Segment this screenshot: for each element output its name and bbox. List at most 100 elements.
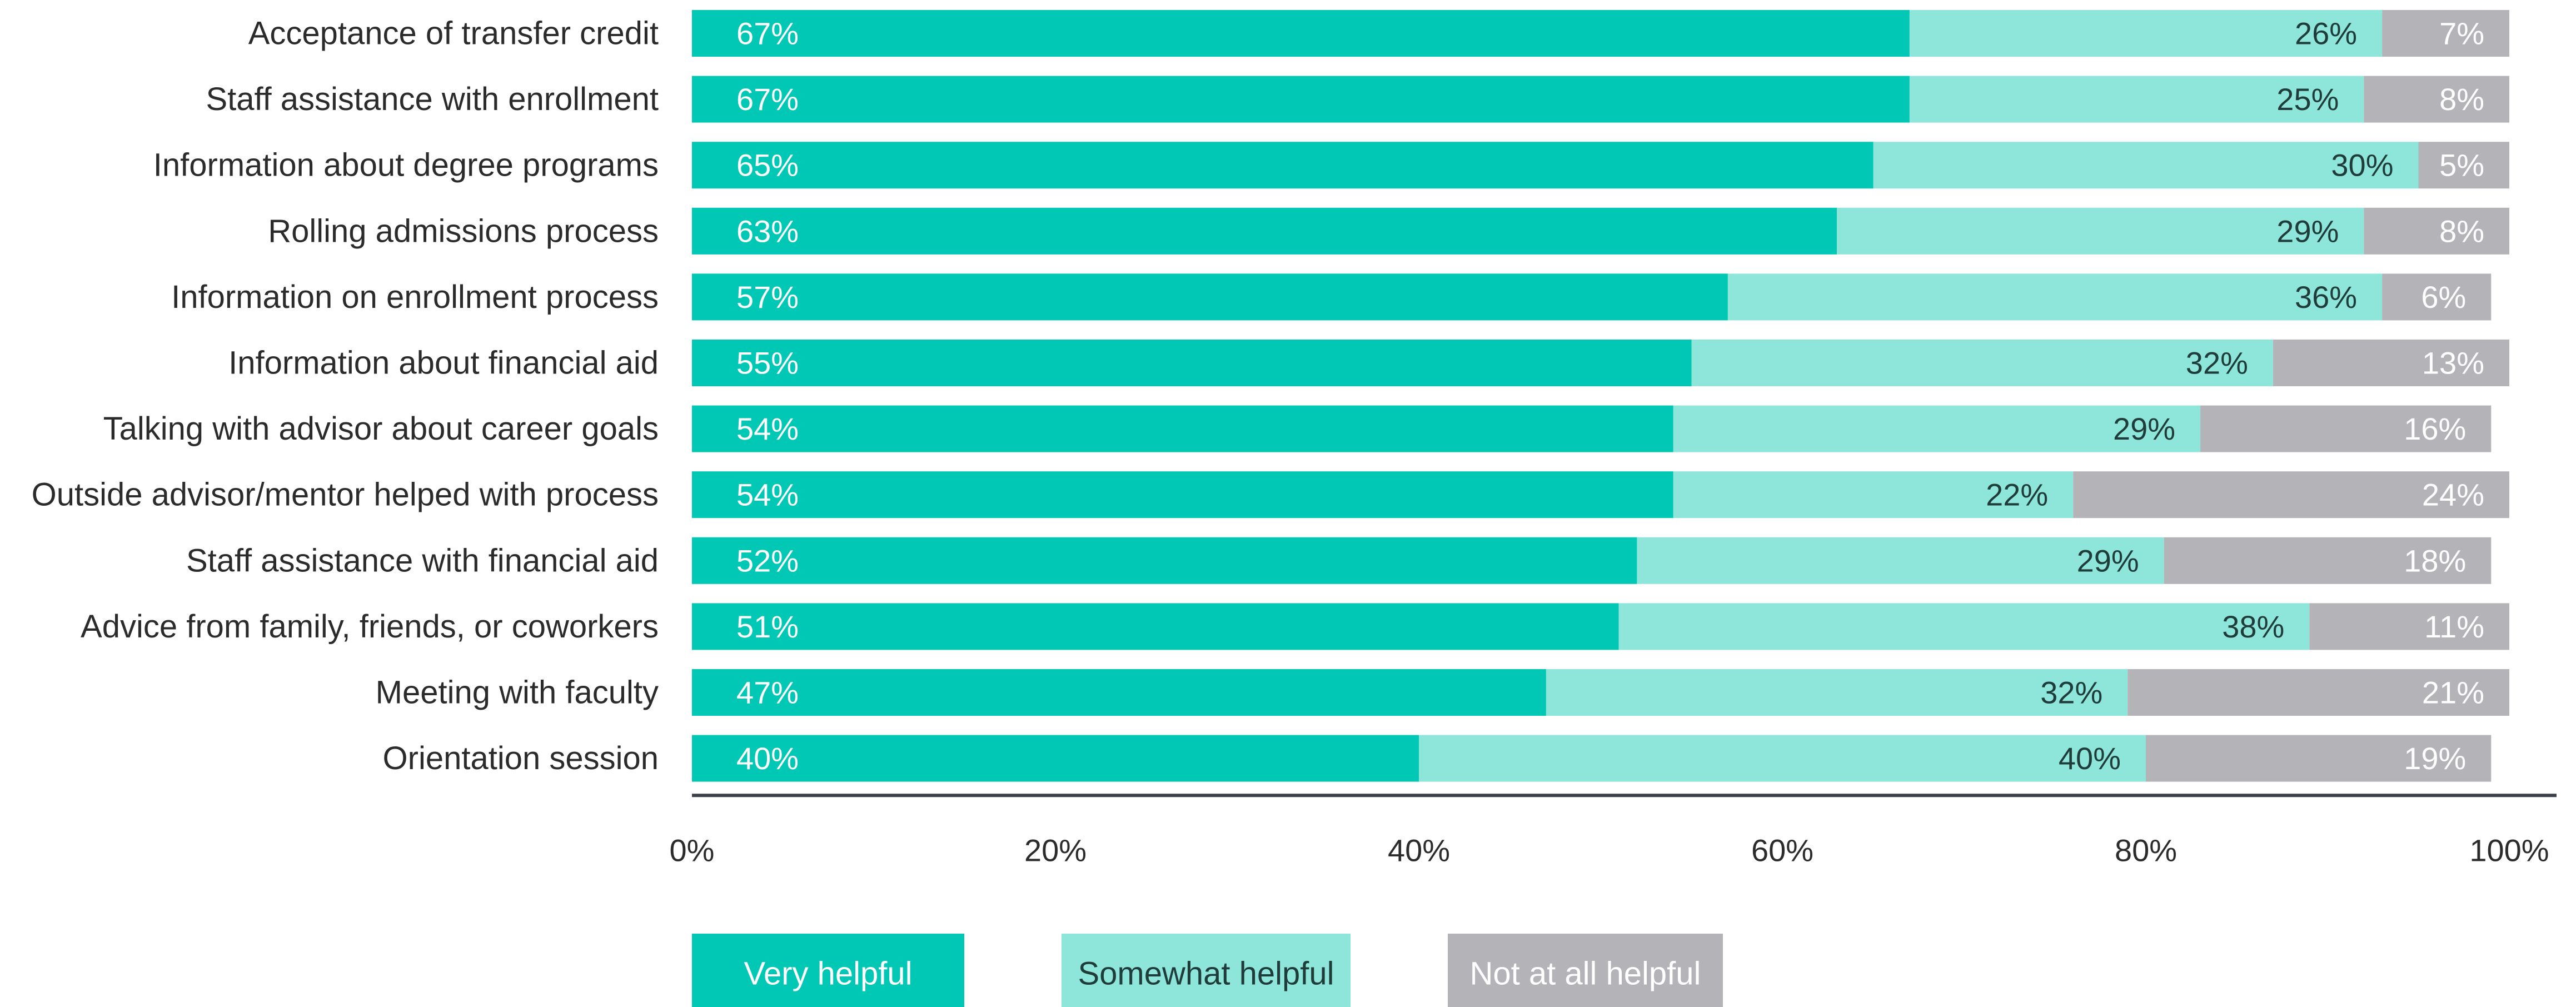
legend: Very helpful Somewhat helpful Not at all h… [692,934,1723,1007]
category-label: Acceptance of transfer credit [248,16,659,52]
value-label-not-at-all-helpful: 8% [2439,82,2484,117]
value-label-very-helpful: 40% [736,741,799,776]
x-tick-label: 40% [1388,833,1450,868]
bar-segment-very-helpful [692,273,1728,321]
bar-segment-somewhat-helpful [1618,603,2310,650]
bar-segment-somewhat-helpful [1546,669,2128,716]
value-label-very-helpful: 65% [736,148,799,183]
bar-segment-very-helpful [692,471,1673,519]
value-label-somewhat-helpful: 29% [2113,411,2175,446]
category-label: Information about degree programs [153,147,659,183]
bar-segment-not-at-all-helpful [2073,471,2509,519]
bar-segment-very-helpful [692,735,1419,782]
legend-swatch-very-helpful [692,934,964,1007]
bar-segment-very-helpful [692,76,1910,123]
value-label-not-at-all-helpful: 18% [2404,543,2466,578]
bar-segment-very-helpful [692,10,1910,57]
value-label-very-helpful: 54% [736,477,799,512]
bar-segment-not-at-all-helpful [2382,273,2492,321]
value-label-very-helpful: 57% [736,280,799,315]
x-tick-label: 80% [2115,833,2177,868]
legend-swatch-somewhat-helpful [1062,934,1351,1007]
category-label: Orientation session [383,740,659,776]
bar-segment-very-helpful [692,603,1619,650]
bar-segment-not-at-all-helpful [2364,207,2509,255]
legend-label-very-helpful: Very helpful [744,956,912,992]
value-label-not-at-all-helpful: 5% [2439,148,2484,183]
value-label-very-helpful: 55% [736,346,799,381]
bar-segment-somewhat-helpful [1673,405,2201,452]
category-label: Information on enrollment process [171,279,659,315]
category-label: Rolling admissions process [268,213,659,249]
category-label: Staff assistance with financial aid [186,542,659,579]
value-label-not-at-all-helpful: 19% [2404,741,2466,776]
bar-segment-somewhat-helpful [1727,273,2383,321]
category-label: Talking with advisor about career goals [103,411,659,447]
bar-segment-somewhat-helpful [1909,10,2383,57]
legend-label-somewhat-helpful: Somewhat helpful [1078,956,1334,992]
bar-segment-not-at-all-helpful [2382,10,2509,57]
bar-segment-somewhat-helpful [1909,76,2364,123]
value-label-not-at-all-helpful: 7% [2439,16,2484,51]
value-label-not-at-all-helpful: 21% [2422,675,2484,710]
category-label: Outside advisor/mentor helped with proce… [32,477,659,513]
value-label-very-helpful: 52% [736,543,799,578]
bar-segment-very-helpful [692,207,1837,255]
bar-segment-somewhat-helpful [1873,142,2419,189]
value-label-somewhat-helpful: 36% [2295,280,2357,315]
value-label-very-helpful: 47% [736,675,799,710]
x-tick-label: 20% [1024,833,1087,868]
value-label-very-helpful: 67% [736,82,799,117]
category-label: Staff assistance with enrollment [206,81,659,117]
bar-segment-very-helpful [692,405,1673,452]
bars-group [692,10,2509,782]
bar-segment-somewhat-helpful [1837,207,2364,255]
value-label-somewhat-helpful: 22% [1986,477,2048,512]
value-label-somewhat-helpful: 30% [2331,148,2393,183]
bar-segment-very-helpful [692,340,1692,386]
x-tick-label: 0% [670,833,715,868]
x-tick-label: 60% [1751,833,1813,868]
value-label-very-helpful: 54% [736,411,799,446]
bar-segment-somewhat-helpful [1419,735,2146,782]
x-tick-labels: 0% 20% 40% 60% 80% 100% [670,833,2549,868]
bar-segment-not-at-all-helpful [2364,76,2509,123]
bar-segment-not-at-all-helpful [2164,537,2492,584]
bar-segment-somewhat-helpful [1691,340,2273,386]
bar-segment-somewhat-helpful [1637,537,2164,584]
value-label-not-at-all-helpful: 11% [2424,609,2484,644]
value-label-somewhat-helpful: 32% [2186,346,2248,381]
value-labels: 67% 26% 7% 67% 25% 8% 65% 30% 5% 63% 29% 8% 57% 36% 6%… [736,16,2484,776]
category-labels: Acceptance of transfer credit Staff assis… [32,16,659,777]
value-label-somewhat-helpful: 25% [2276,82,2339,117]
value-label-very-helpful: 51% [736,609,799,644]
value-label-somewhat-helpful: 29% [2077,543,2139,578]
value-label-not-at-all-helpful: 13% [2422,346,2484,381]
value-label-somewhat-helpful: 29% [2276,213,2339,248]
bar-segment-very-helpful [692,537,1637,584]
value-label-somewhat-helpful: 38% [2222,609,2284,644]
value-label-not-at-all-helpful: 6% [2421,280,2466,315]
bar-segment-not-at-all-helpful [2273,340,2509,386]
legend-swatch-not-at-all-helpful [1448,934,1723,1007]
value-label-not-at-all-helpful: 24% [2422,477,2484,512]
bar-segment-somewhat-helpful [1673,471,2074,519]
value-label-very-helpful: 67% [736,16,799,51]
bar-segment-not-at-all-helpful [2200,405,2492,452]
category-label: Information about financial aid [228,345,659,381]
value-label-somewhat-helpful: 26% [2295,16,2357,51]
category-label: Meeting with faculty [376,675,659,711]
value-label-somewhat-helpful: 32% [2040,675,2102,710]
category-label: Advice from family, friends, or coworker… [81,609,659,645]
bar-segment-not-at-all-helpful [2127,669,2509,716]
bar-segment-very-helpful [692,669,1546,716]
value-label-not-at-all-helpful: 16% [2404,411,2466,446]
bar-segment-not-at-all-helpful [2309,603,2509,650]
legend-label-not-at-all-helpful: Not at all helpful [1470,956,1701,992]
value-label-not-at-all-helpful: 8% [2439,213,2484,248]
value-label-very-helpful: 63% [736,213,799,248]
x-tick-label: 100% [2469,833,2549,868]
bar-segment-not-at-all-helpful [2418,142,2509,189]
value-label-somewhat-helpful: 40% [2059,741,2121,776]
